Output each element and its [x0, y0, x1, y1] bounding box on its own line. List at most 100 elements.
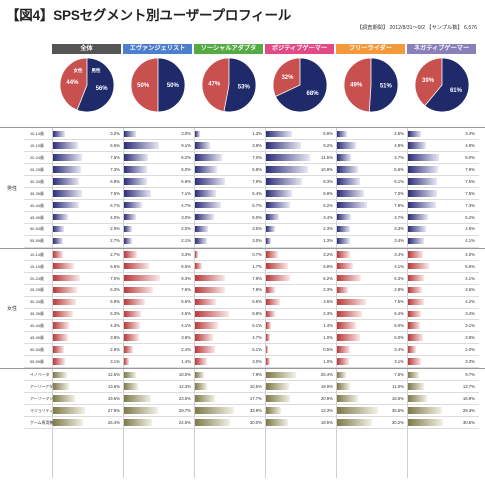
data-value-label: 3.3% — [394, 226, 404, 232]
data-value-label: 29.7% — [178, 407, 191, 413]
data-value-label: 9.3% — [323, 178, 333, 184]
data-value-label: 11.0% — [392, 384, 404, 390]
segment-header: ネガティブゲーマー — [407, 44, 476, 54]
data-value-label: 1.4% — [323, 323, 333, 329]
data-value-label: 12.6% — [107, 372, 120, 378]
data-bar — [337, 178, 361, 185]
data-value-label: 3.0% — [181, 214, 191, 220]
data-bar — [195, 419, 230, 426]
data-bar — [408, 225, 426, 233]
data-value-label: 4.9% — [394, 143, 404, 149]
female-slice — [272, 57, 301, 98]
data-bar — [53, 346, 64, 353]
data-value-label: 35.5% — [391, 407, 404, 413]
data-bar — [266, 178, 302, 185]
data-value-label: 5.3% — [110, 311, 120, 317]
row-divider — [24, 404, 479, 406]
data-value-label: 4.1% — [465, 238, 475, 244]
data-bar — [337, 190, 364, 197]
data-bar — [53, 334, 68, 341]
data-bar — [337, 262, 353, 270]
data-bar — [408, 395, 428, 402]
data-bar — [195, 322, 219, 329]
data-bar — [195, 154, 222, 161]
row-divider — [24, 234, 479, 236]
data-value-label: 3.9% — [252, 143, 262, 149]
data-value-label: 2.3% — [323, 287, 333, 293]
data-bar — [53, 407, 86, 414]
data-bar — [53, 251, 64, 258]
data-bar — [408, 213, 428, 221]
data-bar — [195, 395, 216, 402]
data-value-label: 2.9% — [394, 287, 404, 293]
row-divider — [24, 139, 479, 141]
data-bar — [337, 237, 351, 245]
data-bar — [124, 395, 152, 402]
data-bar — [195, 371, 205, 378]
data-value-label: 1.7% — [252, 263, 262, 269]
data-bar — [266, 334, 270, 341]
data-value-label: 2.3% — [323, 311, 333, 317]
data-value-label: 7.5% — [465, 178, 475, 184]
data-bar — [195, 358, 207, 365]
data-value-label: 3.8% — [110, 335, 120, 340]
data-bar — [53, 225, 65, 233]
data-value-label: 5.1% — [252, 346, 262, 352]
row-label: 35-39歳 — [30, 311, 44, 317]
data-value-label: 6.2% — [323, 275, 333, 281]
data-bar — [53, 237, 64, 245]
data-value-label: 5.6% — [394, 166, 404, 172]
data-value-label: 3.6% — [465, 287, 475, 293]
female-legend-label: 女性 — [74, 67, 83, 74]
segment-header: ポジティブゲーマー — [265, 44, 334, 54]
row-label: 25-29歳 — [30, 166, 44, 172]
data-bar — [266, 358, 270, 365]
data-bar — [195, 298, 217, 306]
group-separator — [0, 247, 485, 249]
data-value-label: 7.8% — [252, 287, 262, 293]
data-bar — [266, 310, 275, 317]
data-value-label: 7.0% — [110, 275, 120, 281]
data-value-label: 7.8% — [252, 275, 262, 281]
data-value-label: 16.9% — [462, 396, 475, 401]
row-label: 55-59歳 — [30, 238, 44, 244]
data-value-label: 5.6% — [252, 299, 262, 305]
row-divider — [24, 319, 479, 321]
row-label: 30-34歳 — [30, 178, 44, 184]
row-divider — [24, 307, 479, 309]
data-value-label: 3.7% — [394, 155, 404, 160]
data-bar — [337, 346, 351, 353]
data-value-label: 7.3% — [110, 166, 120, 172]
data-bar — [408, 298, 425, 306]
data-bar — [408, 310, 422, 317]
data-value-label: 7.5% — [465, 190, 475, 196]
data-bar — [53, 142, 79, 149]
data-value-label: 7.1% — [181, 190, 191, 196]
data-bar — [124, 237, 133, 245]
data-bar — [266, 142, 302, 149]
data-bar — [337, 310, 362, 317]
data-value-label: 30.5% — [462, 419, 475, 425]
row-divider — [24, 175, 479, 177]
data-bar — [124, 407, 159, 414]
row-divider — [24, 246, 479, 248]
data-bar — [195, 407, 234, 414]
data-value-label: 3.0% — [252, 238, 262, 244]
data-bar — [53, 419, 84, 426]
data-value-label: 5.4% — [252, 190, 262, 196]
row-divider — [24, 416, 479, 418]
data-value-label: 4.5% — [181, 311, 191, 317]
data-value-label: 3.4% — [465, 311, 475, 317]
data-bar — [124, 213, 136, 221]
data-bar — [337, 201, 368, 209]
row-label: 45-49歳 — [30, 214, 44, 220]
data-bar — [195, 130, 200, 137]
data-bar — [408, 201, 436, 209]
data-value-label: 6.4% — [394, 311, 404, 317]
data-bar — [124, 274, 160, 282]
data-value-label: 6.1% — [394, 178, 404, 184]
data-bar — [124, 334, 139, 341]
row-divider — [24, 271, 479, 273]
row-label: 15-19歳 — [30, 263, 44, 269]
data-value-label: 6.8% — [110, 178, 120, 184]
